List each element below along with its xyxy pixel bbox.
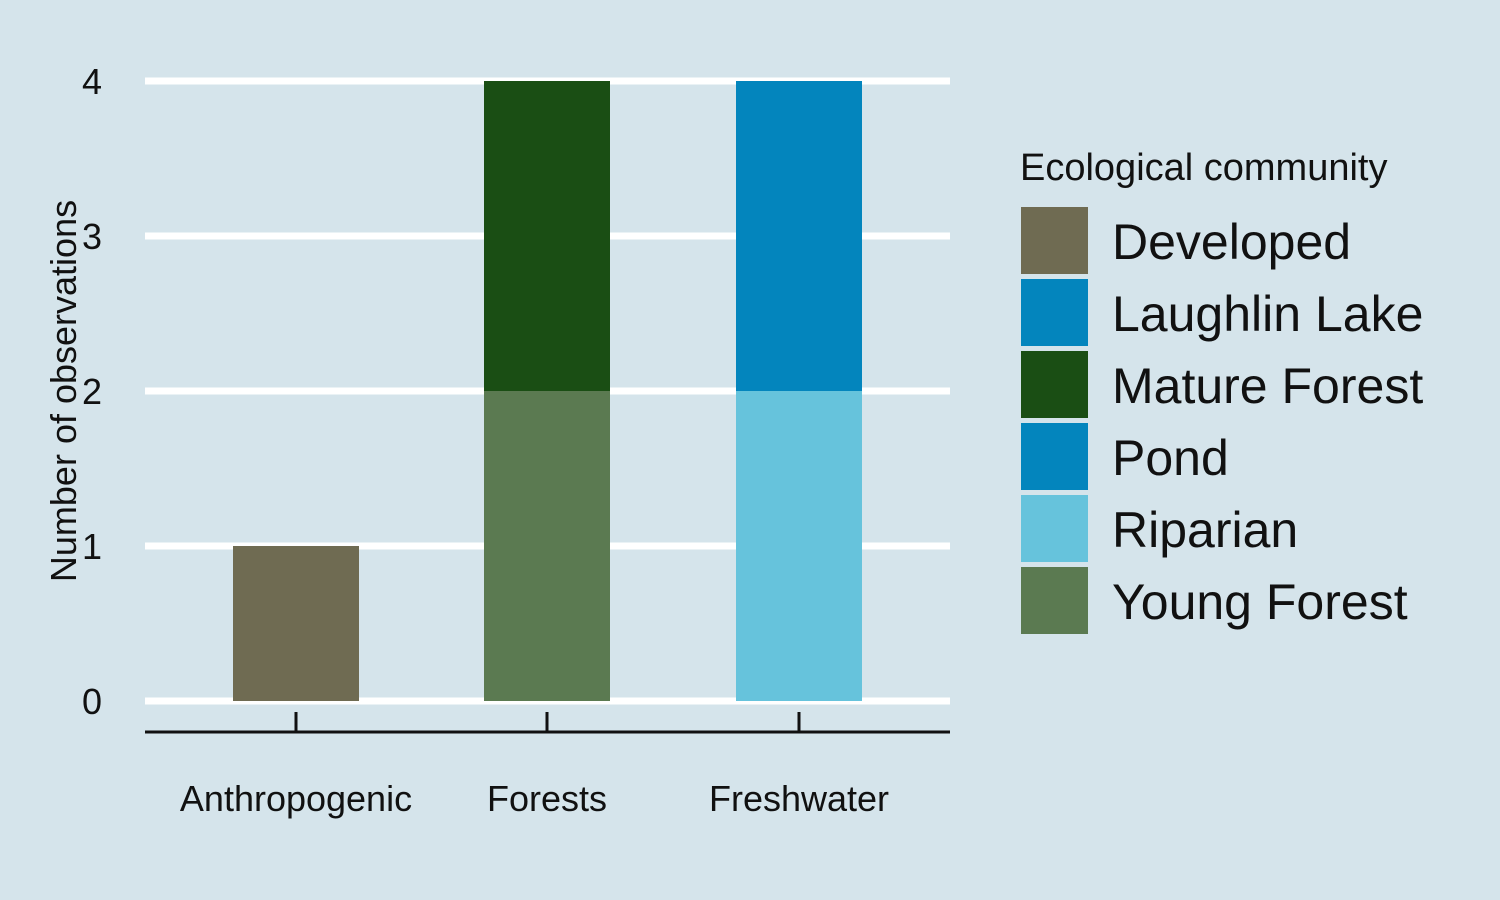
y-tick-label: 2	[82, 371, 102, 412]
y-tick-label: 3	[82, 216, 102, 257]
legend-label: Young Forest	[1112, 574, 1408, 630]
bar-freshwater-laughlin-lake	[736, 81, 862, 236]
y-tick-label: 0	[82, 681, 102, 722]
legend-swatch-pond	[1021, 423, 1088, 490]
legend-title: Ecological community	[1020, 147, 1387, 189]
bar-anthropogenic-developed	[233, 546, 359, 701]
legend-label: Laughlin Lake	[1112, 286, 1423, 342]
x-tick-label-anthropogenic: Anthropogenic	[180, 778, 412, 819]
y-tick-label: 1	[82, 526, 102, 567]
legend-swatch-young-forest	[1021, 567, 1088, 634]
legend: Ecological community Developed Laughlin L…	[1020, 147, 1423, 634]
axis-layer: Anthropogenic Forests Freshwater	[145, 712, 950, 819]
x-tick-label-forests: Forests	[487, 778, 607, 819]
legend-swatch-laughlin-lake	[1021, 279, 1088, 346]
bar-freshwater-riparian	[736, 391, 862, 701]
legend-swatch-riparian	[1021, 495, 1088, 562]
y-axis-title: Number of observations	[43, 200, 84, 582]
legend-swatch-developed	[1021, 207, 1088, 274]
bar-freshwater-pond	[736, 236, 862, 391]
legend-label: Pond	[1112, 430, 1229, 486]
legend-label: Mature Forest	[1112, 358, 1423, 414]
bars-layer	[233, 81, 862, 701]
y-tick-label: 4	[82, 61, 102, 102]
legend-label: Developed	[1112, 214, 1351, 270]
x-tick-label-freshwater: Freshwater	[709, 778, 889, 819]
legend-label: Riparian	[1112, 502, 1298, 558]
bar-forests-mature-forest	[484, 81, 610, 391]
bar-forests-young-forest	[484, 391, 610, 701]
legend-swatch-mature-forest	[1021, 351, 1088, 418]
